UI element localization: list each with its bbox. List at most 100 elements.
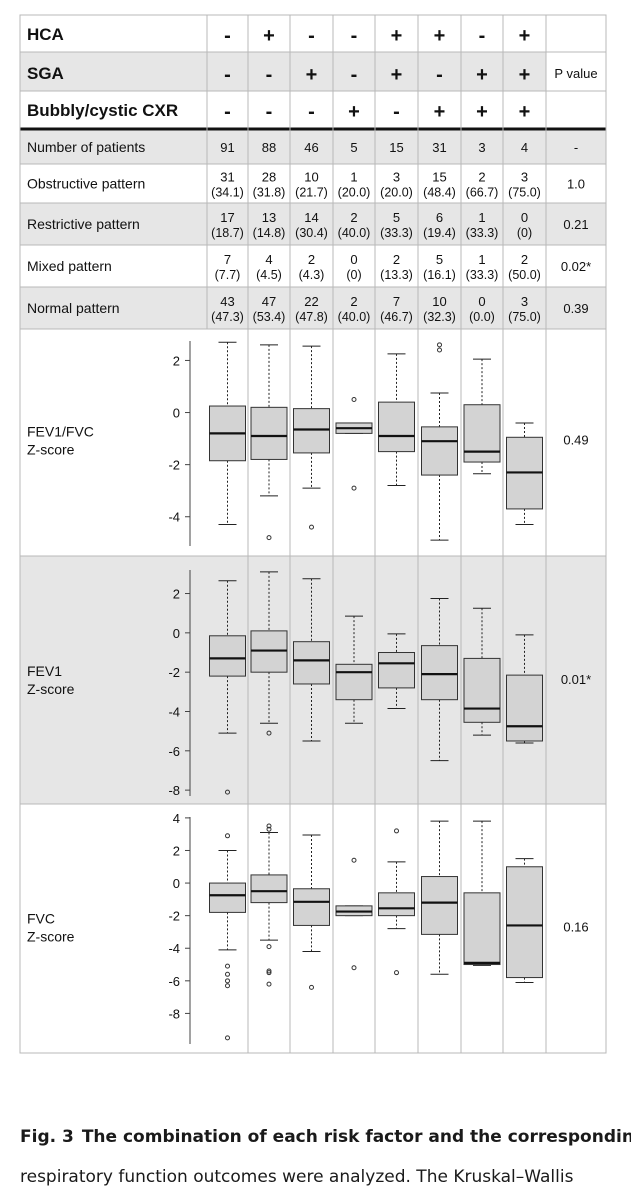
boxplot-group (463, 358, 501, 475)
pattern-percent: (0) (517, 226, 532, 240)
pattern-count: 31 (220, 170, 234, 185)
panel-label: Z-score (27, 681, 75, 697)
row-pvalue: - (574, 140, 578, 155)
pattern-count: 2 (521, 252, 528, 267)
risk-factor-sign: + (476, 101, 488, 123)
row-label: Number of patients (27, 139, 145, 155)
panel-label: FVC (27, 911, 55, 927)
patients-count: 5 (350, 140, 357, 155)
row-band (20, 52, 606, 91)
table-border (19, 14, 607, 1054)
risk-factor-sign: + (519, 25, 531, 47)
row-label: Restrictive pattern (27, 216, 140, 232)
pvalue-header-cell (546, 15, 606, 129)
panel-label: Z-score (27, 929, 75, 945)
pattern-count: 1 (350, 170, 357, 185)
y-tick-label: -6 (168, 974, 180, 989)
box-outlier (225, 1035, 230, 1041)
figure-table: HCA - + - - + + - + SGA - - + - + - + + Bubbly/cystic CXR -… (19, 14, 607, 1054)
panel-pvalue: 0.01* (561, 672, 591, 687)
pattern-percent: (40.0) (338, 226, 371, 240)
panel-label: FEV1/FVC (27, 424, 94, 440)
box-outlier (266, 826, 272, 832)
pattern-percent: (46.7) (380, 310, 413, 324)
pattern-count: 4 (265, 252, 272, 267)
box-iqr (421, 645, 458, 701)
pattern-percent: (48.4) (423, 186, 456, 200)
pattern-percent: (31.8) (253, 186, 286, 200)
row-band (20, 203, 606, 245)
box-iqr (293, 408, 330, 454)
patients-count: 4 (521, 140, 528, 155)
pattern-percent: (4.5) (256, 268, 282, 282)
box-outlier (309, 984, 314, 990)
pattern-percent: (13.3) (380, 268, 413, 282)
box-iqr (293, 888, 330, 926)
box-outlier (437, 347, 442, 353)
pattern-count: 22 (304, 294, 318, 309)
box-outlier (394, 828, 399, 834)
box-iqr (463, 657, 501, 723)
y-tick-label: 2 (173, 587, 180, 602)
risk-factor-label: SGA (27, 64, 64, 83)
patients-count: 3 (478, 140, 485, 155)
y-tick-label: 0 (173, 406, 180, 421)
box-iqr (378, 652, 415, 689)
boxplot-group (335, 615, 373, 724)
pattern-count: 2 (308, 252, 315, 267)
pattern-percent: (20.0) (338, 186, 371, 200)
y-tick-label: -2 (168, 665, 180, 680)
pattern-count: 28 (262, 170, 276, 185)
pattern-percent: (34.1) (211, 186, 244, 200)
row-band (20, 129, 606, 164)
pattern-percent: (7.7) (215, 268, 241, 282)
risk-factor-sign: + (348, 101, 360, 123)
pattern-percent: (75.0) (508, 310, 541, 324)
y-tick-label: -6 (168, 744, 180, 759)
row-pvalue: 1.0 (567, 177, 585, 192)
box-iqr (463, 404, 501, 463)
pattern-count: 2 (350, 210, 357, 225)
boxplot-group (378, 633, 415, 710)
pattern-percent: (47.3) (211, 310, 244, 324)
box-outlier (266, 823, 272, 829)
box-iqr (250, 406, 288, 460)
risk-factor-label: HCA (27, 25, 64, 44)
pattern-percent: (30.4) (295, 226, 328, 240)
pattern-percent: (0.0) (469, 310, 495, 324)
pattern-count: 47 (262, 294, 276, 309)
pattern-percent: (32.3) (423, 310, 456, 324)
pattern-percent: (14.8) (253, 226, 286, 240)
pattern-count: 17 (220, 210, 234, 225)
pattern-percent: (33.3) (380, 226, 413, 240)
row-pvalue: 0.02* (561, 259, 591, 274)
row-label: Obstructive pattern (27, 176, 145, 192)
boxplot-group (463, 607, 501, 736)
boxplot-group (506, 634, 543, 744)
box-iqr (421, 426, 458, 476)
box-iqr (378, 892, 415, 917)
patients-count: 31 (432, 140, 446, 155)
pattern-count: 3 (393, 170, 400, 185)
risk-factor-sign: + (434, 101, 446, 123)
pattern-count: 6 (436, 210, 443, 225)
pattern-count: 43 (220, 294, 234, 309)
box-iqr (209, 882, 246, 913)
risk-factor-sign: - (308, 25, 315, 47)
box-iqr (209, 635, 246, 677)
box-outlier (266, 535, 272, 541)
row-label: Mixed pattern (27, 258, 112, 274)
box-outlier (266, 968, 272, 974)
box-iqr (335, 663, 373, 701)
risk-factor-sign: - (224, 101, 231, 123)
box-outlier (266, 730, 272, 736)
y-tick-label: 2 (173, 843, 180, 858)
boxplot-group (335, 857, 373, 971)
boxplot-group (293, 345, 330, 530)
risk-factor-sign: - (266, 101, 273, 123)
box-iqr (250, 874, 288, 904)
box-outlier (266, 981, 272, 987)
box-outlier (351, 857, 357, 863)
row-band (20, 15, 606, 52)
boxplot-group (506, 422, 543, 526)
